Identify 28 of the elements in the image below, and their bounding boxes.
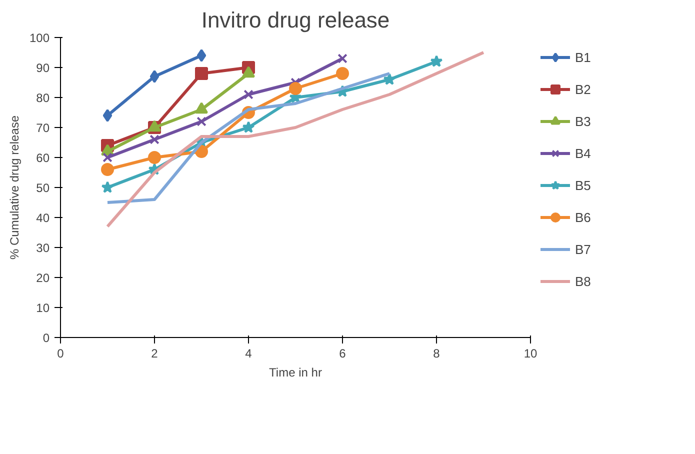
y-tick-label: 80 (36, 91, 50, 105)
y-tick-label: 30 (36, 241, 50, 255)
y-tick-label: 20 (36, 271, 50, 285)
x-axis-title: Time in hr (269, 366, 322, 380)
y-tick-label: 100 (29, 31, 50, 45)
x-tick-label: 6 (339, 346, 346, 360)
legend-label: B2 (575, 82, 592, 96)
y-tick-label: 0 (42, 331, 50, 345)
legend-label: B4 (575, 146, 592, 160)
legend-label: B1 (575, 50, 592, 64)
y-tick-label: 60 (36, 151, 50, 165)
x-tick-label: 0 (57, 346, 64, 360)
legend-label: B8 (575, 274, 592, 288)
legend-label: B6 (575, 210, 592, 224)
legend-label: B3 (575, 114, 592, 128)
x-tick-label: 4 (245, 346, 252, 360)
x-tick-label: 2 (151, 346, 158, 360)
legend-label: B7 (575, 242, 592, 256)
chart-title: Invitro drug release (201, 8, 390, 32)
x-tick-label: 8 (433, 346, 440, 360)
legend-label: B5 (575, 178, 592, 192)
y-axis-title: % Cumulative drug release (7, 115, 22, 260)
x-tick-label: 10 (524, 346, 538, 360)
y-tick-label: 50 (36, 181, 50, 195)
y-tick-label: 70 (36, 121, 50, 135)
y-tick-label: 40 (36, 211, 50, 225)
y-tick-label: 90 (36, 61, 50, 75)
y-tick-label: 10 (36, 301, 50, 315)
